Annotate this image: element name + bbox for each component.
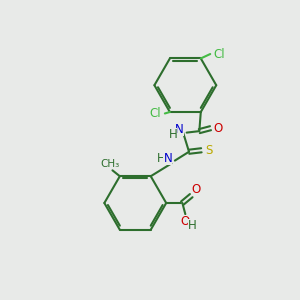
Text: N: N xyxy=(175,123,184,136)
Text: O: O xyxy=(181,215,190,228)
Text: H: H xyxy=(188,219,197,232)
Text: O: O xyxy=(191,183,201,196)
Text: H: H xyxy=(157,152,165,165)
Text: CH₃: CH₃ xyxy=(100,159,119,170)
Text: O: O xyxy=(213,122,222,135)
Text: S: S xyxy=(205,144,212,157)
Text: Cl: Cl xyxy=(149,107,161,120)
Text: N: N xyxy=(164,152,172,165)
Text: H: H xyxy=(168,128,177,141)
Text: Cl: Cl xyxy=(213,47,225,61)
